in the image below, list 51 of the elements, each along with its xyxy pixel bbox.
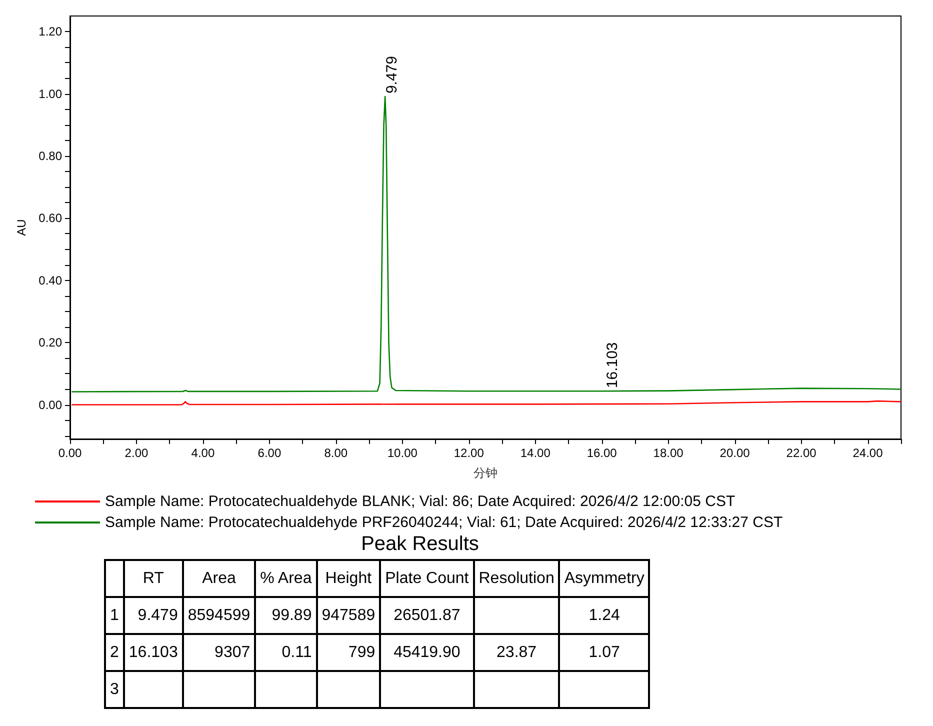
category-label: RT xyxy=(124,560,183,597)
x-tick-label: 16.00 xyxy=(586,446,618,460)
category-label: 1 xyxy=(110,606,119,624)
x-tick-label: 20.00 xyxy=(720,446,750,460)
x-tick-label: 8.00 xyxy=(324,446,348,460)
y-tick-label: 1.00 xyxy=(38,86,62,101)
text: 45419.90 xyxy=(394,644,460,660)
x-tick-label: 10.00 xyxy=(387,446,418,460)
y-tick-label: 0.40 xyxy=(38,273,62,288)
line-series xyxy=(71,96,902,392)
category-label: % Area xyxy=(255,560,317,597)
x-tick-label: 2.00 xyxy=(124,446,148,460)
x-tick-label: 14.00 xyxy=(520,446,551,460)
x-tick-label: 22.00 xyxy=(786,446,817,460)
category-label: Height xyxy=(316,560,380,597)
text: 947589 xyxy=(322,606,376,624)
category-label: 3 xyxy=(110,680,119,698)
category-label: Plate Count xyxy=(380,560,474,597)
category-label: Area xyxy=(182,560,256,597)
text: 799 xyxy=(348,644,376,660)
y-tick-label: 1.20 xyxy=(38,24,62,39)
y-tick-label: 0.20 xyxy=(38,336,62,350)
legend-label: Sample Name: Protocatechualdehyde PRF26040244; Vial: 61; Date Acquired: 2026/4/2 12:33:27 CST xyxy=(105,514,783,531)
text: 9.479 xyxy=(138,606,178,624)
text: 23.87 xyxy=(496,644,537,660)
y-axis-title: AU xyxy=(14,219,29,236)
text: 99.89 xyxy=(272,606,312,624)
x-tick-label: 24.00 xyxy=(852,446,884,460)
x-tick-label: 0.00 xyxy=(58,446,82,460)
y-tick-label: 0.00 xyxy=(38,398,62,412)
category-label: 2 xyxy=(110,644,119,660)
text: 0.11 xyxy=(282,644,312,660)
text: 16.103 xyxy=(128,644,178,660)
x-tick-label: 4.00 xyxy=(191,446,215,460)
text: 26501.87 xyxy=(394,606,460,624)
text: Peak Results xyxy=(360,533,480,556)
x-axis-title: 分钟 xyxy=(474,466,498,480)
x-tick-label: 6.00 xyxy=(258,446,282,460)
y-tick-label: 0.80 xyxy=(38,148,62,163)
x-tick-label: 12.00 xyxy=(454,446,484,460)
text: 8594599 xyxy=(188,606,250,624)
category-label: Asymmetry xyxy=(559,560,650,597)
y-tick-label: 0.60 xyxy=(38,211,62,226)
legend-label: Sample Name: Protocatechualdehyde BLANK; Vial: 86; Date Acquired: 2026/4/2 12:00:05 CST xyxy=(105,493,736,510)
text: 1.24 xyxy=(588,606,620,624)
text: 9307 xyxy=(214,644,250,660)
text: 1.07 xyxy=(588,644,620,660)
x-tick-label: 18.00 xyxy=(653,446,684,460)
category-label: Resolution xyxy=(474,560,560,597)
annotation: 9.479 xyxy=(384,56,401,94)
annotation: 16.103 xyxy=(604,342,621,388)
